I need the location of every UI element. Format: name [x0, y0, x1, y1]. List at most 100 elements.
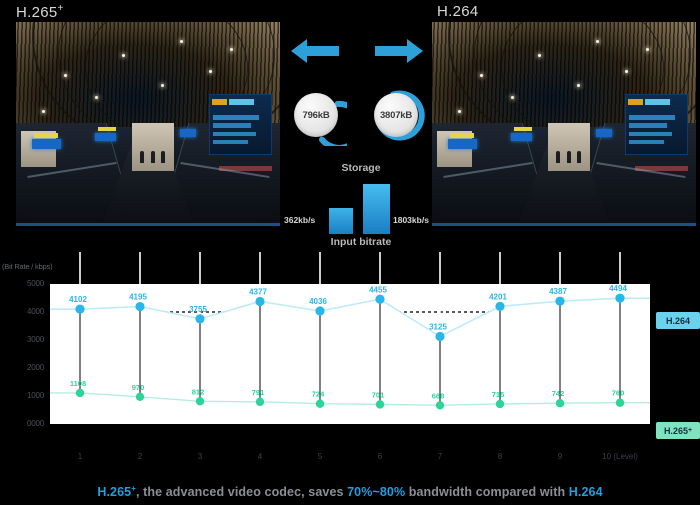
- caption-text-1: , the advanced video codec, saves: [135, 485, 348, 500]
- ceiling-light: [95, 96, 99, 100]
- airport-scene-left: [16, 22, 280, 223]
- board-row: [213, 139, 248, 145]
- storage-value-h264: 3807kB: [379, 109, 413, 121]
- x-tick-label: 6: [377, 452, 383, 461]
- comparison-panel: H.265+ H.264: [0, 0, 700, 248]
- ceiling-light: [511, 96, 515, 100]
- legend-h265-label: H.265: [663, 425, 688, 436]
- airport-scene-right: [432, 22, 696, 223]
- legend-h264-label: H.264: [665, 315, 691, 326]
- bitrate-bar-h265: [329, 208, 353, 234]
- y-tick-label: 5000: [27, 279, 44, 288]
- h264-title: H.264: [437, 3, 479, 20]
- caption-savings: 70%~80%: [347, 485, 406, 500]
- board-row: [629, 115, 675, 120]
- board-cyan-text: [645, 98, 670, 106]
- sign: [97, 126, 117, 131]
- h265-video-frame: [16, 22, 280, 226]
- bitrate-value-h264: 1803kb/s: [393, 215, 429, 225]
- arrow-left-icon: [291, 39, 339, 63]
- caption-h265: H.265: [97, 485, 132, 500]
- caption-text-2: bandwidth compared with: [405, 485, 569, 500]
- sign: [31, 138, 61, 149]
- sign: [450, 132, 475, 138]
- bitrate-bar-h264: [363, 184, 390, 234]
- y-axis-title: (Bit Rate / kbps): [2, 262, 53, 271]
- storage-value-container: 3807kB: [374, 93, 418, 137]
- ceiling-light: [42, 110, 46, 114]
- board-row: [213, 123, 252, 128]
- board-amber-text: [628, 98, 643, 106]
- board-amber-text: [212, 98, 227, 106]
- x-tick-label: 2: [137, 452, 143, 461]
- ceiling-light: [537, 54, 541, 58]
- caption-h264: H.264: [568, 485, 603, 500]
- legend-h265: H.265 +: [656, 422, 700, 439]
- y-tick-label: 0000: [27, 419, 44, 428]
- sign: [34, 132, 59, 138]
- metrics-panel: 796kB 3807kB Storage 362kb/s 1803kb/s In…: [284, 18, 437, 248]
- plot-area: [50, 284, 650, 424]
- person: [161, 150, 166, 163]
- ceiling-light: [479, 74, 483, 78]
- y-tick-label: 1000: [27, 391, 44, 400]
- storage-value-h265: 796kB: [302, 109, 330, 121]
- storage-gauge-h265: 796kB: [291, 90, 347, 146]
- x-tick-label: 9: [557, 452, 563, 461]
- ceiling-light: [595, 40, 599, 44]
- sign: [595, 128, 612, 137]
- ceiling-light: [121, 54, 125, 58]
- caption: H.265+, the advanced video codec, saves …: [97, 484, 603, 500]
- storage-value-container: 796kB: [294, 93, 338, 137]
- pillar: [132, 122, 175, 171]
- x-tick-label: 8: [497, 452, 503, 461]
- sign: [179, 128, 196, 137]
- h264-video-frame: [432, 22, 696, 226]
- bitrate-label: Input bitrate: [330, 236, 392, 248]
- storage-gauge-h264: 3807kB: [371, 90, 427, 146]
- ceiling-light: [208, 70, 212, 74]
- x-tick-label: 5: [317, 452, 323, 461]
- person: [577, 150, 582, 163]
- x-tick-label: 10 (Level): [602, 452, 638, 461]
- sign: [511, 132, 533, 141]
- board-cyan-text: [229, 98, 254, 106]
- board-row: [629, 139, 664, 145]
- sign: [95, 132, 117, 141]
- pillar: [548, 122, 591, 171]
- board-row: [629, 123, 668, 128]
- legend-h264: H.264: [656, 312, 700, 329]
- ceiling-light: [179, 40, 183, 44]
- x-tick-label: 3: [197, 452, 203, 461]
- ceiling-light: [458, 110, 462, 114]
- sign: [447, 138, 477, 149]
- plot-svg: [50, 297, 650, 424]
- x-tick-label: 4: [257, 452, 263, 461]
- board-row: [213, 115, 259, 120]
- bitrate-chart: (Bit Rate / kbps) 4102 1108 4195 970 3755 812…: [0, 252, 700, 480]
- board-row: [629, 131, 673, 137]
- ceiling-light: [577, 84, 581, 88]
- h265-title: H.265+: [16, 3, 64, 21]
- person: [556, 150, 561, 163]
- bitrate-value-h265: 362kb/s: [284, 215, 316, 225]
- seating: [635, 165, 689, 171]
- board-row: [213, 131, 257, 137]
- seating: [219, 165, 273, 171]
- ceiling-light: [161, 84, 165, 88]
- arrow-right-icon: [375, 39, 423, 63]
- y-tick-label: 4000: [27, 307, 44, 316]
- y-tick-label: 2000: [27, 363, 44, 372]
- ceiling-light: [63, 74, 67, 78]
- person: [566, 150, 571, 163]
- x-tick-label: 1: [77, 452, 83, 461]
- person: [140, 150, 145, 163]
- flight-info-board: [208, 94, 273, 155]
- ceiling-light: [229, 48, 233, 52]
- person: [150, 150, 155, 163]
- storage-label: Storage: [341, 162, 381, 174]
- sign: [513, 126, 533, 131]
- flight-info-board: [624, 94, 689, 155]
- x-tick-label: 7: [437, 452, 443, 461]
- y-tick-label: 3000: [27, 335, 44, 344]
